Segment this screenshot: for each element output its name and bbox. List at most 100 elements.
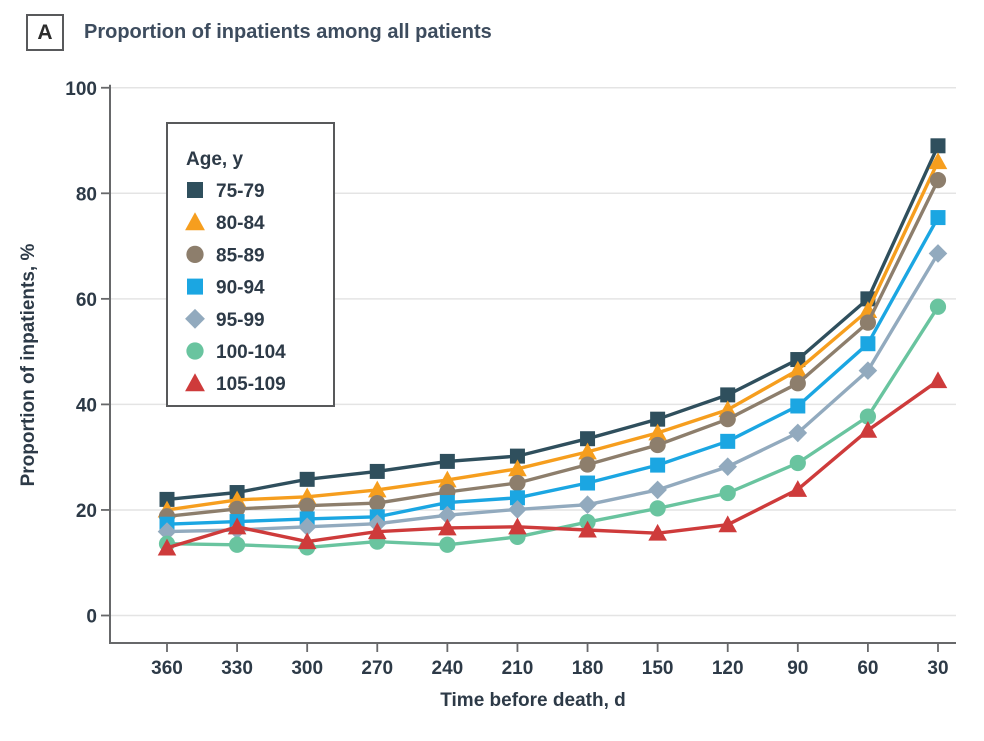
marker-85-89	[228, 500, 246, 517]
legend-label: 95-99	[216, 310, 265, 331]
marker-105-109	[297, 532, 317, 550]
circle-icon	[186, 342, 204, 360]
x-tick-label: 90	[787, 658, 808, 679]
series-line-90-94	[166, 216, 940, 526]
marker-75-79	[509, 448, 525, 464]
marker-80-84	[578, 442, 597, 460]
marker-105-109	[508, 517, 527, 535]
marker-80-84	[788, 360, 808, 378]
marker-105-109	[438, 518, 457, 536]
marker-75-79	[930, 138, 946, 154]
marker-105-109	[157, 538, 177, 556]
series-line-105-109	[166, 379, 939, 550]
marker-75-79	[720, 387, 736, 403]
marker-100-104	[719, 484, 736, 502]
marker-90-94	[650, 457, 666, 473]
marker-75-79	[299, 471, 315, 487]
legend-item-90-94: 90-94	[187, 278, 265, 299]
marker-100-104	[439, 536, 456, 553]
marker-95-99	[438, 505, 457, 525]
marker-85-89	[509, 474, 526, 492]
series-95-99	[157, 244, 948, 541]
x-tick-label: 150	[642, 658, 674, 679]
marker-90-94	[860, 336, 876, 352]
series-line-95-99	[166, 252, 940, 534]
marker-80-84	[508, 459, 527, 477]
legend-item-105-109: 105-109	[185, 373, 286, 395]
series-105-109	[157, 371, 948, 556]
marker-95-99	[508, 500, 527, 519]
legend: Age, y 75-79 80-84 85-89 90-94 95-99 100-104 10…	[166, 122, 335, 407]
marker-105-109	[788, 480, 808, 497]
marker-90-94	[720, 433, 736, 449]
x-tick-label: 270	[361, 658, 393, 679]
marker-90-94	[439, 495, 455, 511]
marker-75-79	[439, 453, 455, 469]
marker-100-104	[859, 408, 877, 425]
marker-75-79	[159, 491, 175, 507]
marker-85-89	[299, 497, 316, 514]
circle-icon	[186, 245, 204, 264]
legend-label: 80-84	[216, 213, 265, 234]
legend-item-80-84: 80-84	[185, 212, 265, 234]
x-tick-label: 180	[572, 658, 604, 679]
series-line-85-89	[166, 179, 940, 518]
triangle-icon	[185, 212, 205, 231]
legend-item-75-79: 75-79	[187, 181, 265, 202]
legend-label: 85-89	[216, 245, 265, 266]
y-tick-label: 80	[76, 184, 97, 205]
legend-label: 100-104	[216, 342, 286, 363]
marker-95-99	[718, 457, 738, 476]
marker-100-104	[929, 298, 947, 315]
marker-95-99	[858, 361, 878, 380]
panel-label-box: A	[26, 14, 64, 51]
y-axis-title: Proportion of inpatients, %	[18, 244, 39, 487]
x-tick-label: 60	[857, 658, 878, 679]
marker-75-79	[650, 411, 666, 427]
marker-85-89	[649, 436, 666, 454]
marker-80-84	[648, 423, 667, 441]
legend-label: 90-94	[216, 278, 265, 299]
marker-85-89	[719, 411, 736, 428]
marker-95-99	[297, 517, 317, 537]
marker-90-94	[580, 475, 596, 491]
x-tick-label: 240	[432, 658, 464, 679]
marker-105-109	[858, 420, 878, 438]
y-tick-label: 20	[76, 501, 97, 522]
panel-label: A	[37, 20, 53, 44]
marker-75-79	[369, 463, 385, 479]
marker-80-84	[367, 480, 387, 498]
square-icon	[187, 278, 203, 295]
marker-85-89	[929, 172, 947, 189]
marker-95-99	[578, 495, 597, 514]
y-tick-label: 40	[76, 395, 97, 416]
marker-95-99	[788, 423, 808, 443]
x-tick-label: 360	[151, 658, 183, 679]
marker-95-99	[648, 480, 667, 500]
square-icon	[187, 182, 203, 198]
marker-80-84	[928, 152, 948, 170]
marker-105-109	[718, 515, 738, 533]
x-tick-label: 300	[291, 658, 323, 679]
marker-75-79	[580, 431, 596, 447]
diamond-icon	[185, 308, 205, 329]
marker-105-109	[367, 522, 387, 540]
marker-105-109	[578, 520, 597, 538]
marker-95-99	[157, 522, 177, 541]
marker-95-99	[928, 244, 948, 263]
marker-90-94	[509, 490, 525, 506]
legend-item-95-99: 95-99	[185, 308, 265, 331]
marker-100-104	[789, 454, 806, 472]
marker-100-104	[228, 536, 246, 553]
marker-85-89	[859, 314, 877, 331]
x-tick-label: 120	[712, 658, 744, 679]
triangle-icon	[185, 373, 205, 392]
x-tick-label: 330	[221, 658, 253, 679]
marker-75-79	[790, 352, 806, 368]
marker-90-94	[790, 398, 806, 414]
x-tick-label: 30	[927, 658, 948, 679]
marker-85-89	[369, 494, 386, 512]
series-75-79	[159, 138, 946, 507]
